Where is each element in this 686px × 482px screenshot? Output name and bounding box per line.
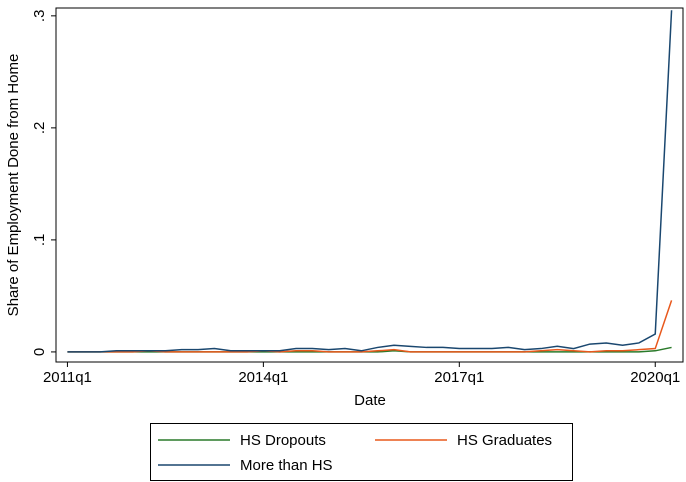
y-tick-label: .2 [31,122,48,135]
legend-box [150,423,573,481]
series-line [67,300,673,353]
series-line [67,10,673,353]
x-tick-label: 2014q1 [238,369,288,386]
x-tick-label: 2017q1 [434,369,484,386]
y-tick-label: .1 [31,234,48,247]
legend-label: More than HS [240,457,333,474]
y-axis-title: Share of Employment Done from Home [5,54,22,317]
legend-label: HS Graduates [457,432,552,449]
plot-frame [55,7,684,363]
x-tick-label: 2011q1 [43,369,92,386]
y-tick-label: .3 [31,10,48,23]
x-axis-title: Date [354,392,386,409]
x-tick-label: 2020q1 [630,369,680,386]
y-tick-label: 0 [31,348,48,356]
legend-label: HS Dropouts [240,432,326,449]
